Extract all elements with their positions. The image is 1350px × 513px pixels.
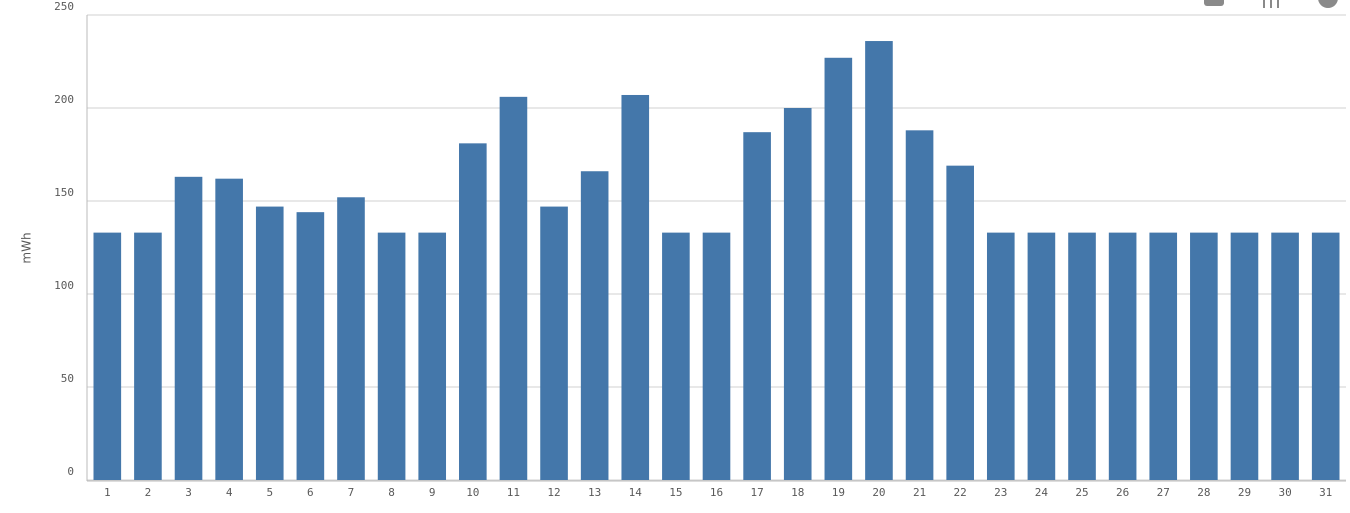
bar <box>459 143 487 480</box>
bar <box>418 232 447 480</box>
bar <box>174 176 203 480</box>
x-tick-label: 29 <box>1238 486 1251 499</box>
close-icon[interactable] <box>1318 0 1338 8</box>
x-tick-label: 25 <box>1075 486 1088 499</box>
bar <box>255 206 284 480</box>
x-tick-label: 1 <box>104 486 111 499</box>
bar <box>1311 232 1340 480</box>
bar <box>215 178 243 480</box>
bar <box>1149 232 1178 480</box>
x-tick-label: 23 <box>994 486 1007 499</box>
settings-icon[interactable] <box>1263 0 1279 8</box>
bar <box>1230 232 1259 480</box>
bar <box>1190 232 1218 480</box>
x-tick-label: 26 <box>1116 486 1129 499</box>
x-tick-label: 12 <box>547 486 560 499</box>
bar <box>783 108 812 480</box>
x-tick-label: 21 <box>913 486 926 499</box>
bar <box>134 232 162 480</box>
bar <box>946 165 974 480</box>
bar <box>986 232 1015 480</box>
y-tick-label: 0 <box>67 465 74 478</box>
x-tick-label: 18 <box>791 486 804 499</box>
x-tick-label: 28 <box>1197 486 1210 499</box>
x-tick-label: 3 <box>185 486 192 499</box>
bar <box>1027 232 1056 480</box>
bar <box>702 232 731 480</box>
x-tick-label: 4 <box>226 486 233 499</box>
x-tick-label: 9 <box>429 486 436 499</box>
x-tick-label: 10 <box>466 486 479 499</box>
y-tick-label: 50 <box>61 372 74 385</box>
bar <box>1068 232 1096 480</box>
x-tick-label: 31 <box>1319 486 1332 499</box>
x-tick-label: 20 <box>872 486 885 499</box>
x-tick-label: 13 <box>588 486 601 499</box>
bar <box>743 132 771 480</box>
bar <box>905 130 934 480</box>
bar <box>580 171 609 481</box>
bar <box>540 206 568 480</box>
x-tick-label: 15 <box>669 486 682 499</box>
bar <box>1108 232 1137 480</box>
y-tick-label: 250 <box>54 0 74 13</box>
y-tick-label: 100 <box>54 279 74 292</box>
x-tick-label: 2 <box>145 486 152 499</box>
bar <box>824 57 853 480</box>
bar <box>1271 232 1299 480</box>
x-tick-label: 27 <box>1157 486 1170 499</box>
bar <box>865 41 893 480</box>
x-tick-label: 16 <box>710 486 723 499</box>
bar <box>621 94 650 480</box>
bar <box>662 232 690 480</box>
y-tick-label: 200 <box>54 93 74 106</box>
x-tick-label: 6 <box>307 486 314 499</box>
x-tick-label: 30 <box>1278 486 1291 499</box>
y-tick-label: 150 <box>54 186 74 199</box>
bar <box>499 96 528 480</box>
x-tick-label: 8 <box>388 486 395 499</box>
snapshot-icon[interactable] <box>1204 0 1224 6</box>
toolbar-icons <box>1204 0 1338 8</box>
bar <box>337 197 365 480</box>
bar <box>93 232 122 480</box>
y-axis-title: mWh <box>20 232 34 263</box>
bar <box>377 232 406 480</box>
x-tick-label: 14 <box>629 486 643 499</box>
x-tick-label: 19 <box>832 486 845 499</box>
x-tick-label: 11 <box>507 486 520 499</box>
bar <box>296 212 325 480</box>
x-tick-label: 7 <box>348 486 355 499</box>
x-tick-label: 22 <box>954 486 967 499</box>
x-tick-label: 5 <box>266 486 273 499</box>
x-tick-label: 17 <box>750 486 763 499</box>
x-tick-label: 24 <box>1035 486 1049 499</box>
